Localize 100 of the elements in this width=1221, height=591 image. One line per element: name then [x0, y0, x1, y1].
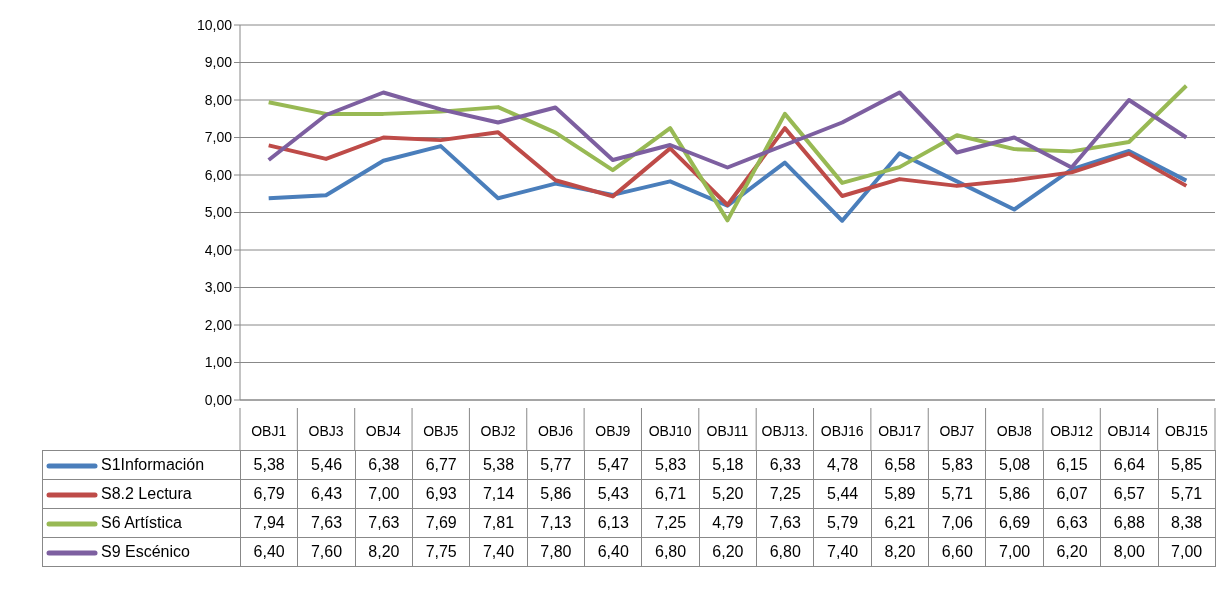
data-label: 6,33 [756, 450, 814, 480]
data-label: 5,46 [297, 450, 356, 480]
data-label: 6,60 [928, 537, 986, 567]
data-label: 5,44 [813, 479, 872, 509]
data-label: 6,63 [1043, 508, 1101, 538]
x-tick-label: OBJ9 [595, 423, 631, 439]
data-label: 7,75 [412, 537, 470, 567]
data-label: 6,13 [584, 508, 642, 538]
data-label: 5,20 [699, 479, 757, 509]
data-label: 5,47 [584, 450, 642, 480]
data-label: 8,00 [1100, 537, 1158, 567]
data-label: 6,80 [641, 537, 700, 567]
data-label: 5,71 [1158, 479, 1216, 509]
x-tick-label: OBJ7 [939, 423, 975, 439]
data-label: 6,21 [871, 508, 929, 538]
data-label: 7,06 [928, 508, 986, 538]
data-label: 6,20 [1043, 537, 1101, 567]
legend-label: S6 Artística [101, 514, 182, 531]
data-label: 5,79 [813, 508, 872, 538]
y-tick-label: 4,00 [204, 241, 233, 258]
data-label: 5,86 [527, 479, 585, 509]
data-label: 7,63 [355, 508, 413, 538]
data-label: 5,77 [527, 450, 585, 480]
y-tick-label: 3,00 [204, 279, 233, 296]
x-tick-label: OBJ17 [878, 423, 922, 439]
y-tick-label: 1,00 [204, 354, 233, 371]
data-label: 7,81 [469, 508, 528, 538]
x-tick-label: OBJ8 [996, 423, 1032, 439]
data-label: 6,38 [355, 450, 413, 480]
data-label: 5,83 [928, 450, 986, 480]
data-label: 6,43 [297, 479, 356, 509]
data-label: 6,71 [641, 479, 700, 509]
data-label: 4,79 [699, 508, 757, 538]
data-label: 6,80 [756, 537, 814, 567]
data-label: 7,60 [297, 537, 356, 567]
legend-label: S8.2 Lectura [101, 485, 192, 502]
data-label: 7,00 [355, 479, 413, 509]
x-tick-label: OBJ5 [423, 423, 459, 439]
x-tick-label: OBJ4 [365, 423, 402, 439]
data-label: 5,89 [871, 479, 929, 509]
line-series [266, 90, 1189, 170]
x-tick-label: OBJ14 [1107, 423, 1151, 439]
data-label: 5,86 [985, 479, 1044, 509]
x-tick-label: OBJ6 [537, 423, 574, 439]
data-label: 8,20 [871, 537, 929, 567]
y-tick-label: 2,00 [204, 316, 233, 333]
x-tick-label: OBJ2 [480, 423, 516, 439]
data-label: 8,38 [1158, 508, 1216, 538]
y-tick-label: 7,00 [204, 129, 233, 146]
y-tick-label: 8,00 [204, 91, 233, 108]
data-label: 6,40 [584, 537, 642, 567]
y-tick-label: 10,00 [196, 16, 233, 33]
data-label: 7,40 [813, 537, 872, 567]
legend-label: S1Información [101, 456, 205, 473]
data-label: 6,57 [1100, 479, 1158, 509]
data-label: 6,64 [1100, 450, 1158, 480]
x-tick-label: OBJ3 [308, 423, 344, 439]
data-label: 5,38 [469, 450, 528, 480]
x-tick-label: OBJ1 [251, 423, 287, 439]
data-label: 6,79 [240, 479, 298, 509]
x-tick-label: OBJ16 [820, 423, 864, 439]
data-label: 6,40 [240, 537, 298, 567]
y-tick-label: 0,00 [204, 391, 233, 408]
x-tick-label: OBJ15 [1164, 423, 1208, 439]
data-label: 7,94 [240, 508, 298, 538]
data-label: 6,15 [1043, 450, 1101, 480]
data-label: 7,63 [756, 508, 814, 538]
data-label: 7,25 [756, 479, 814, 509]
y-tick-label: 9,00 [204, 54, 233, 71]
data-label: 6,93 [412, 479, 470, 509]
data-label: 5,18 [699, 450, 757, 480]
legend-label: S9 Escénico [101, 543, 190, 560]
x-tick-label: OBJ13. [761, 423, 809, 439]
data-label: 6,58 [871, 450, 929, 480]
data-label: 5,83 [641, 450, 700, 480]
data-label: 6,20 [699, 537, 757, 567]
data-label: 7,40 [469, 537, 528, 567]
data-label: 7,63 [297, 508, 356, 538]
data-label: 7,25 [641, 508, 700, 538]
data-label: 7,00 [985, 537, 1044, 567]
data-label: 7,80 [527, 537, 585, 567]
data-label: 8,20 [355, 537, 413, 567]
data-label: 7,14 [469, 479, 528, 509]
data-label: 5,85 [1158, 450, 1216, 480]
x-tick-label: OBJ11 [706, 423, 749, 439]
x-tick-label: OBJ12 [1050, 423, 1094, 439]
line-series [266, 126, 1189, 207]
line-series [266, 83, 1189, 223]
data-label: 4,78 [813, 450, 872, 480]
data-label: 6,88 [1100, 508, 1158, 538]
data-label: 6,07 [1043, 479, 1101, 509]
y-tick-label: 5,00 [204, 204, 233, 221]
data-label: 7,69 [412, 508, 470, 538]
data-label: 5,38 [240, 450, 298, 480]
data-label: 5,08 [985, 450, 1044, 480]
x-tick-label: OBJ10 [648, 423, 692, 439]
data-label: 5,43 [584, 479, 642, 509]
data-label: 7,13 [527, 508, 585, 538]
data-label: 7,00 [1158, 537, 1216, 567]
data-label: 6,69 [985, 508, 1044, 538]
